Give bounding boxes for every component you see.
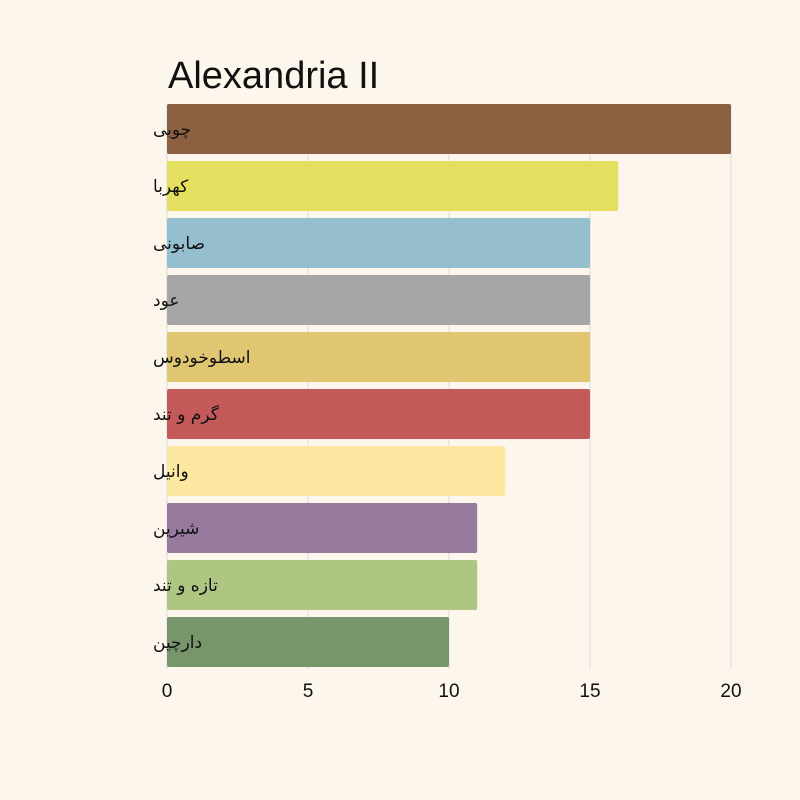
bar (167, 332, 590, 382)
category-label: دارچین (153, 633, 202, 653)
x-tick-label: 20 (720, 681, 741, 702)
bar (167, 389, 590, 439)
x-tick-label: 5 (303, 681, 314, 702)
category-label: وانیل (153, 462, 189, 482)
category-label: چوبی (153, 120, 191, 140)
bar (167, 617, 449, 667)
x-tick-label: 0 (162, 681, 173, 702)
bar (167, 446, 506, 496)
bar (167, 104, 731, 154)
bar (167, 218, 590, 268)
x-axis-ticks: 0 5 10 15 20 (162, 681, 742, 702)
bar (167, 503, 478, 553)
chart-title: Alexandria II (168, 55, 379, 97)
category-label: اسطوخودوس (153, 348, 251, 368)
bar (167, 275, 590, 325)
category-label: تازه و تند (153, 576, 218, 596)
x-tick-label: 15 (579, 681, 600, 702)
category-label: عود (153, 291, 180, 311)
category-label: شیرین (153, 519, 199, 539)
bars (167, 104, 731, 667)
category-label: گرم و تند (153, 404, 220, 425)
category-labels: چوبی کهربا صابونی عود اسطوخودوس گرم و تند وانی… (153, 120, 251, 653)
x-tick-label: 10 (438, 681, 459, 702)
bar (167, 560, 478, 610)
category-label: صابونی (153, 234, 205, 254)
bar (167, 161, 619, 211)
category-label: کهربا (153, 177, 189, 197)
